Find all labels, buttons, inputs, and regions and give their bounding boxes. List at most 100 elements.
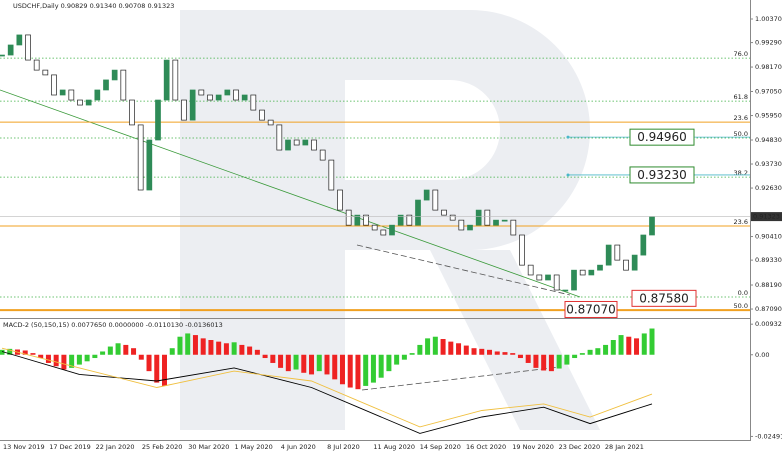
candle bbox=[293, 139, 300, 146]
histogram-bar bbox=[231, 342, 237, 355]
histogram-bar bbox=[556, 354, 562, 369]
histogram-bar bbox=[517, 354, 523, 359]
target-box bbox=[629, 166, 695, 184]
x-tick-label: 28 Jan 2021 bbox=[605, 443, 644, 451]
target-box bbox=[631, 289, 697, 307]
candle bbox=[415, 199, 421, 226]
candle bbox=[519, 234, 525, 266]
candle bbox=[458, 219, 465, 231]
signal-line bbox=[1, 347, 653, 428]
trend-line bbox=[361, 366, 561, 391]
y-tick-label: 0.93730 bbox=[755, 160, 782, 168]
fib-label: 76.0 bbox=[734, 50, 748, 58]
histogram-bar bbox=[123, 344, 129, 355]
target-box bbox=[629, 128, 695, 146]
target-label: 0.87070 bbox=[566, 302, 616, 316]
y-tick-label: 0.0093212 bbox=[755, 320, 782, 328]
histogram-bar bbox=[92, 354, 98, 359]
histogram-bar bbox=[216, 341, 222, 355]
histogram-bar bbox=[239, 344, 245, 355]
candle bbox=[527, 264, 534, 276]
histogram-bar bbox=[641, 333, 647, 355]
y-tick-label: 0.98170 bbox=[755, 63, 782, 71]
candle bbox=[25, 34, 31, 61]
histogram-bar bbox=[603, 344, 609, 355]
candle bbox=[380, 229, 387, 236]
histogram-bar bbox=[324, 354, 330, 375]
histogram-bar bbox=[200, 338, 206, 355]
candle bbox=[614, 244, 621, 261]
x-tick-label: 17 Dec 2019 bbox=[49, 443, 91, 451]
x-tick-label: 16 Oct 2020 bbox=[466, 443, 506, 451]
histogram-bar bbox=[401, 354, 407, 360]
y-tick-label: 1.00370 bbox=[755, 15, 782, 23]
candle bbox=[59, 89, 66, 96]
target-label: 0.87580 bbox=[639, 291, 689, 305]
x-tick-label: 14 Sep 2020 bbox=[420, 443, 461, 451]
candle bbox=[7, 44, 14, 56]
candle bbox=[354, 214, 361, 226]
candle bbox=[146, 139, 153, 191]
histogram-bar bbox=[487, 349, 492, 355]
candle bbox=[172, 59, 179, 101]
histogram-bar bbox=[115, 343, 121, 355]
candle bbox=[302, 139, 309, 146]
candle bbox=[94, 89, 101, 101]
histogram-bar bbox=[84, 354, 90, 362]
histogram-bar bbox=[22, 350, 28, 355]
candle bbox=[397, 214, 404, 226]
histogram-bar bbox=[378, 354, 384, 378]
histogram-bar bbox=[394, 354, 400, 365]
histogram-bar bbox=[463, 345, 469, 355]
histogram-bar bbox=[278, 354, 284, 368]
histogram-bar bbox=[293, 354, 299, 370]
histogram-bar bbox=[53, 354, 59, 367]
histogram-bar bbox=[494, 351, 500, 355]
price-tag bbox=[751, 212, 782, 222]
candle bbox=[597, 264, 603, 271]
histogram-bar bbox=[107, 346, 113, 355]
signal-line bbox=[1, 351, 653, 434]
histogram-bar bbox=[247, 346, 253, 355]
candle bbox=[250, 94, 257, 111]
histogram-bar bbox=[448, 341, 454, 355]
candle bbox=[328, 159, 335, 191]
histogram-bar bbox=[502, 352, 508, 355]
histogram-bar bbox=[270, 354, 276, 363]
trend-line bbox=[356, 244, 571, 296]
histogram-bar bbox=[162, 354, 167, 386]
candle bbox=[484, 209, 491, 226]
candle bbox=[640, 234, 647, 256]
candle bbox=[579, 269, 586, 276]
histogram-bar bbox=[626, 336, 632, 355]
candle bbox=[363, 214, 369, 226]
x-tick-label: 19 Nov 2020 bbox=[512, 443, 554, 451]
candle bbox=[42, 69, 49, 76]
candle bbox=[137, 124, 144, 191]
histogram-bar bbox=[38, 354, 44, 359]
candle bbox=[441, 209, 447, 216]
histogram-bar bbox=[595, 348, 601, 355]
histogram-bar bbox=[363, 354, 369, 386]
fib-label: 61.8 bbox=[734, 93, 748, 101]
candle bbox=[33, 59, 40, 71]
histogram-bar bbox=[386, 354, 392, 372]
candle bbox=[562, 289, 569, 292]
candle bbox=[493, 219, 499, 226]
histogram-bar bbox=[154, 354, 160, 383]
candle bbox=[276, 124, 283, 151]
y-tick-label: 0.99290 bbox=[755, 39, 782, 47]
candle bbox=[510, 219, 517, 236]
candle bbox=[259, 109, 265, 121]
candle bbox=[233, 89, 239, 101]
histogram-bar bbox=[185, 333, 191, 355]
histogram-bar bbox=[548, 354, 554, 372]
candle bbox=[371, 224, 378, 231]
candle bbox=[649, 216, 655, 236]
histogram-bar bbox=[30, 353, 36, 355]
candle bbox=[0, 54, 5, 57]
watermark bbox=[180, 10, 600, 430]
x-tick-label: 13 Nov 2019 bbox=[3, 443, 45, 451]
histogram-bar bbox=[223, 343, 229, 355]
histogram-bar bbox=[533, 354, 539, 368]
